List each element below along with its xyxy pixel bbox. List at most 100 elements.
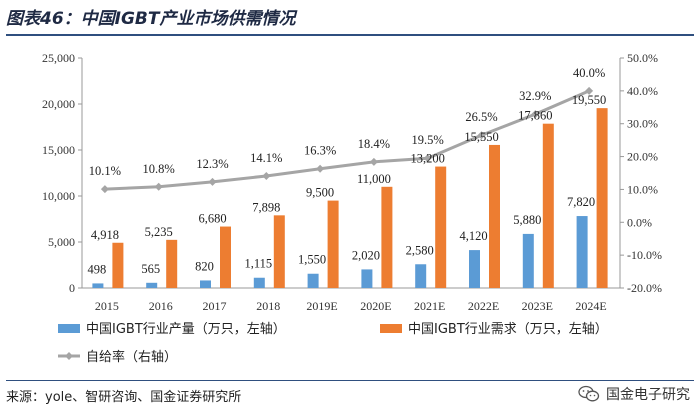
x-tick-label: 2019E — [306, 299, 337, 313]
bars-group — [92, 108, 608, 288]
production-value-label: 2,580 — [406, 243, 434, 257]
self-sufficiency-line — [104, 89, 590, 191]
demand-bar — [489, 144, 500, 288]
demand-bar — [381, 186, 393, 288]
production-value-label: 820 — [195, 259, 214, 273]
production-bar — [253, 277, 265, 288]
legend: 中国IGBT行业产量（万只，左轴） 中国IGBT行业需求（万只，左轴） 自给率（右轴… — [58, 322, 608, 365]
production-bar — [200, 280, 211, 288]
self-sufficiency-label: 26.5% — [465, 110, 497, 124]
watermark-text: 国金电子研究 — [606, 387, 690, 403]
self-sufficiency-point — [262, 171, 271, 180]
demand-value-label: 4,918 — [91, 228, 119, 242]
demand-value-label: 19,550 — [572, 93, 606, 107]
y-right-tick-label: 30.0% — [627, 117, 658, 131]
production-bar — [522, 233, 534, 288]
self-sufficiency-label: 10.8% — [143, 162, 175, 176]
self-sufficiency-label: 18.4% — [358, 137, 390, 151]
x-tick-label: 2015 — [95, 299, 119, 313]
self-sufficiency-label: 19.5% — [412, 133, 444, 147]
demand-bar — [273, 215, 285, 288]
y-right-tick-label: -20.0% — [627, 281, 662, 295]
x-tick-label: 2020E — [360, 299, 391, 313]
demand-value-label: 17,860 — [518, 109, 552, 123]
self-sufficiency-point — [100, 185, 109, 194]
data-labels-group: 498 565 820 1,115 1,550 2,020 2,580 4,120 5,880 7… — [88, 66, 607, 277]
demand-bar — [435, 166, 447, 288]
production-value-label: 1,115 — [244, 257, 272, 271]
production-bar — [92, 283, 104, 288]
production-bar — [146, 282, 158, 288]
self-sufficiency-point — [208, 177, 217, 186]
self-sufficiency-point — [585, 86, 594, 95]
self-sufficiency-point — [423, 154, 432, 163]
y-right-tick-label: 10.0% — [627, 182, 658, 196]
y-left-tick-label: 15,000 — [42, 143, 75, 157]
production-value-label: 1,550 — [298, 253, 326, 267]
production-value-label: 498 — [88, 262, 107, 276]
demand-value-label: 15,550 — [464, 130, 498, 144]
self-sufficiency-point — [369, 157, 378, 166]
self-sufficiency-point — [154, 182, 163, 191]
production-value-label: 5,880 — [513, 213, 541, 227]
x-tick-label: 2023E — [522, 299, 553, 313]
production-bar — [307, 273, 319, 288]
footer-divider — [6, 380, 694, 381]
x-tick-label: 2024E — [575, 299, 606, 313]
production-value-label: 2,020 — [352, 248, 380, 262]
watermark: 国金电子研究 — [578, 384, 690, 404]
y-right-tick-label: 40.0% — [627, 84, 658, 98]
demand-value-label: 6,680 — [198, 212, 226, 226]
production-bar — [361, 269, 373, 288]
demand-value-label: 5,235 — [145, 225, 173, 239]
legend-ratio-marker — [65, 352, 73, 360]
legend-production-label: 中国IGBT行业产量（万只，左轴） — [86, 322, 286, 337]
demand-bar — [596, 108, 608, 288]
demand-value-label: 7,898 — [252, 200, 280, 214]
legend-demand-label: 中国IGBT行业需求（万只，左轴） — [408, 322, 608, 337]
demand-bar — [542, 123, 554, 288]
y-right-tick-label: -10.0% — [627, 248, 662, 262]
demand-value-label: 9,500 — [306, 186, 334, 200]
demand-value-label: 11,000 — [357, 172, 391, 186]
y-right-tick-label: 0.0% — [627, 215, 652, 229]
x-tick-label: 2017 — [203, 299, 227, 313]
self-sufficiency-point — [316, 164, 325, 173]
demand-bar — [112, 242, 124, 288]
production-value-label: 4,120 — [459, 229, 487, 243]
y-right-tick-label: 50.0% — [627, 51, 658, 65]
y-right-tick-label: 20.0% — [627, 150, 658, 164]
demand-bar — [166, 239, 178, 288]
wechat-icon — [578, 385, 600, 402]
demand-bar — [220, 226, 231, 288]
axes-group: 0 5,000 10,000 15,000 20,000 25,000 -20.0% -10.… — [42, 51, 662, 313]
source-note: 来源：yole、智研咨询、国金证券研究所 — [6, 390, 242, 405]
title-divider — [6, 34, 694, 36]
self-sufficiency-point — [477, 131, 486, 140]
y-left-tick-label: 10,000 — [42, 189, 75, 203]
self-sufficiency-label: 40.0% — [573, 66, 605, 80]
page-title: 图表46：中国IGBT产业市场供需情况 — [6, 9, 296, 29]
demand-value-label: 13,200 — [411, 152, 445, 166]
ratio-line-group — [100, 86, 594, 194]
production-bar — [469, 250, 480, 288]
x-tick-label: 2018 — [256, 299, 280, 313]
chart-svg: 0 5,000 10,000 15,000 20,000 25,000 -20.0% -10.… — [42, 51, 662, 365]
production-bar — [415, 264, 427, 288]
y-left-tick-label: 0 — [69, 281, 75, 295]
y-left-tick-label: 25,000 — [42, 51, 75, 65]
self-sufficiency-label: 32.9% — [519, 89, 551, 103]
y-left-tick-label: 20,000 — [42, 97, 75, 111]
self-sufficiency-label: 12.3% — [196, 157, 228, 171]
x-tick-label: 2016 — [149, 299, 173, 313]
production-value-label: 565 — [141, 262, 160, 276]
self-sufficiency-label: 16.3% — [304, 144, 336, 158]
legend-production-swatch — [58, 324, 80, 333]
legend-ratio-label: 自给率（右轴） — [86, 349, 177, 365]
x-tick-label: 2021E — [414, 299, 445, 313]
y-left-tick-label: 5,000 — [48, 235, 75, 249]
legend-demand-swatch — [380, 324, 402, 333]
demand-bar — [327, 200, 339, 288]
production-value-label: 7,820 — [567, 195, 595, 209]
